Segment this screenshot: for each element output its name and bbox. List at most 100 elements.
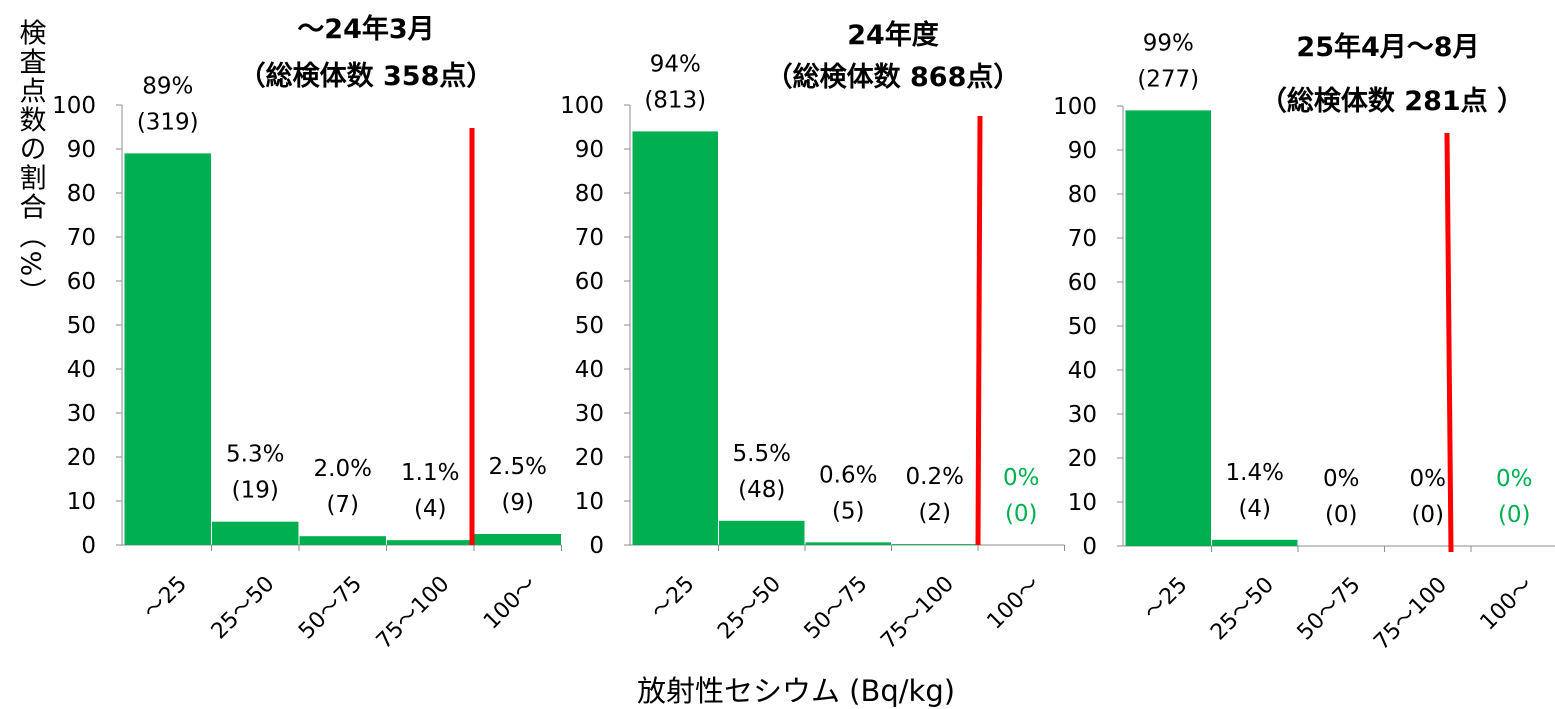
y-tick-label: 50	[67, 313, 96, 339]
y-tick-label: 80	[67, 181, 96, 207]
data-label-count: (4)	[1238, 496, 1271, 522]
data-label-count: (48)	[738, 477, 785, 503]
data-label-percent: 89%	[142, 73, 193, 99]
bar-4	[387, 540, 474, 545]
data-label-percent: 99%	[1143, 30, 1194, 56]
x-tick-label: 50～75	[800, 572, 873, 645]
data-label-count: (0)	[1005, 501, 1038, 527]
x-axis-label: 放射性セシウム (Bq/kg)	[637, 674, 955, 708]
limit-line	[975, 115, 983, 546]
data-label-count: (9)	[501, 490, 534, 516]
data-label-count: (0)	[1498, 502, 1531, 528]
y-axis-label: 検査点数の割合（%）	[15, 18, 47, 307]
data-label-percent: 5.3%	[226, 442, 284, 468]
y-tick-label: 100	[52, 93, 96, 119]
bar-3	[805, 542, 891, 545]
data-label-percent: 0%	[1496, 466, 1533, 492]
y-tick-label: 40	[67, 357, 96, 383]
x-tick-label: ～25	[646, 572, 699, 625]
bar-1	[1125, 110, 1211, 547]
bar-5	[474, 534, 561, 545]
y-tick-label: 70	[1068, 226, 1097, 252]
x-tick-label: 25～50	[1206, 573, 1279, 646]
y-tick-label: 20	[67, 445, 96, 471]
x-tick-label: 100～	[479, 572, 542, 635]
data-label-count: (0)	[1325, 502, 1358, 528]
bar-2	[212, 521, 299, 545]
chart-title: 24年度	[847, 19, 939, 51]
data-label-count: (813)	[644, 87, 706, 113]
data-label-count: (0)	[1411, 502, 1444, 528]
x-tick-label: 50～75	[1293, 573, 1366, 646]
y-tick-label: 0	[81, 533, 96, 559]
y-tick-label: 10	[67, 489, 96, 515]
limit-line	[1444, 132, 1454, 553]
y-tick-label: 40	[575, 357, 604, 383]
y-tick-label: 20	[575, 445, 604, 471]
y-tick-label: 10	[575, 489, 604, 515]
y-tick-label: 70	[575, 225, 604, 251]
y-tick-label: 90	[67, 137, 96, 163]
y-tick-label: 60	[575, 269, 604, 295]
x-tick-label: 100～	[983, 572, 1046, 635]
data-label-percent: 1.4%	[1226, 460, 1284, 486]
bar-2	[1212, 539, 1298, 546]
bar-2	[719, 520, 805, 545]
data-label-percent: 1.1%	[401, 460, 459, 486]
y-tick-label: 0	[589, 533, 604, 559]
x-tick-label: 50～75	[294, 572, 367, 645]
chart-subtitle: （総検体数 281点 ）	[1260, 85, 1524, 117]
y-tick-label: 30	[575, 401, 604, 427]
data-label-percent: 2.5%	[489, 454, 547, 480]
data-label-percent: 94%	[650, 51, 701, 77]
y-tick-label: 30	[1068, 402, 1097, 428]
x-tick-label: 75～100	[876, 572, 959, 655]
y-tick-label: 80	[1068, 182, 1097, 208]
x-tick-label: ～25	[1139, 573, 1192, 626]
chart-panel-2: 24年度 （総検体数 868点） 0 10 20 30 40 50 60 70 80 90 100 94%…	[560, 19, 1065, 655]
bar-3	[299, 536, 386, 545]
y-tick-label: 10	[1068, 490, 1097, 516]
bar-1	[632, 131, 718, 545]
data-label-percent: 0.6%	[819, 462, 877, 488]
y-tick-label: 90	[1068, 138, 1097, 164]
y-tick-label: 100	[1053, 94, 1097, 120]
data-label-count: (2)	[918, 500, 951, 526]
y-tick-label: 60	[1068, 270, 1097, 296]
x-tick-label: 25～50	[207, 572, 280, 645]
y-tick-label: 50	[1068, 314, 1097, 340]
chart-subtitle: （総検体数 358点）	[239, 60, 494, 92]
x-tick-label: 75～100	[1369, 573, 1452, 656]
data-label-count: (319)	[137, 109, 199, 135]
x-tick-label: ～25	[139, 572, 192, 625]
data-label-count: (19)	[232, 478, 279, 504]
data-label-count: (7)	[326, 492, 359, 518]
data-label-count: (277)	[1137, 66, 1199, 92]
y-tick-label: 30	[67, 401, 96, 427]
chart-title: ～24年3月	[297, 13, 434, 45]
x-tick-label: 25～50	[713, 572, 786, 645]
y-tick-label: 40	[1068, 358, 1097, 384]
data-label-percent: 0%	[1410, 466, 1447, 492]
data-label-percent: 2.0%	[314, 456, 372, 482]
bar-4	[892, 544, 978, 545]
data-label-percent: 0.2%	[906, 464, 964, 490]
y-tick-label: 50	[575, 313, 604, 339]
x-tick-label: 100～	[1476, 573, 1539, 636]
y-tick-label: 100	[560, 93, 604, 119]
data-label-count: (5)	[832, 498, 865, 524]
y-tick-label: 20	[1068, 446, 1097, 472]
y-tick-label: 90	[575, 137, 604, 163]
chart-subtitle: （総検体数 868点）	[766, 61, 1021, 93]
y-tick-label: 80	[575, 181, 604, 207]
chart-title: 25年4月～8月	[1296, 31, 1479, 63]
bar-1	[124, 153, 211, 545]
y-tick-label: 0	[1082, 534, 1097, 560]
chart-panel-1: ～24年3月 （総検体数 358点） 0 10 20 30 40 50 60 70 80 90 100 8…	[52, 13, 562, 655]
data-label-percent: 0%	[1323, 466, 1360, 492]
data-label-percent: 5.5%	[733, 441, 791, 467]
y-tick-label: 60	[67, 269, 96, 295]
chart-panel-3: 25年4月～8月 （総検体数 281点 ） 0 10 20 30 40 50 60 70 80 90 1…	[1053, 30, 1555, 655]
x-tick-label: 75～100	[372, 572, 455, 655]
